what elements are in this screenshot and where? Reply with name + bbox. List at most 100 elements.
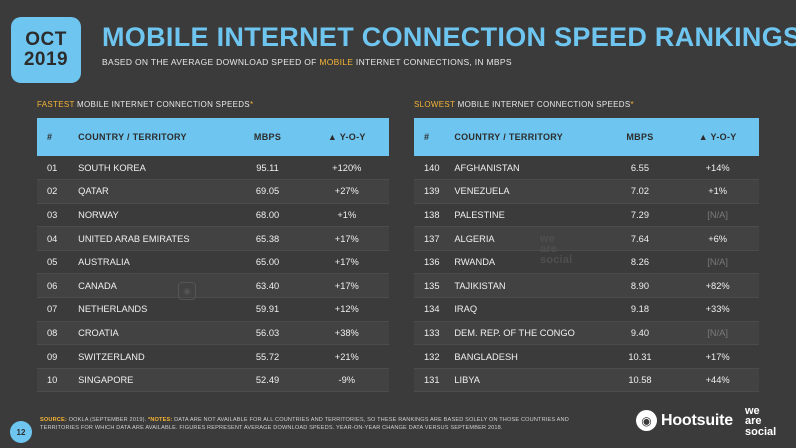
table-row: 131 LIBYA 10.58 +44% — [414, 368, 759, 393]
table-row: 04 UNITED ARAB EMIRATES 65.38 +17% — [37, 226, 389, 251]
rank-cell: 131 — [414, 368, 453, 393]
we-are-social-logo: we are social — [745, 405, 777, 438]
table-row: 132 BANGLADESH 10.31 +17% — [414, 344, 759, 369]
yoy-cell: +17% — [304, 273, 389, 299]
rank-cell: 135 — [414, 273, 453, 299]
watermark-line: are — [540, 243, 558, 256]
slowest-table-body: 140 AFGHANISTAN 6.55 +14% 139 VENEZUELA 7.02 +1… — [414, 156, 759, 393]
yoy-cell: +44% — [676, 368, 759, 393]
country-cell: BANGLADESH — [452, 344, 604, 369]
country-cell: SINGAPORE — [76, 368, 231, 393]
yoy-cell: +82% — [676, 273, 759, 299]
slowest-label-accent: SLOWEST — [414, 100, 456, 109]
table-row: 10 SINGAPORE 52.49 -9% — [37, 368, 389, 393]
column-header-country: COUNTRY / TERRITORY — [76, 118, 231, 156]
yoy-cell: +6% — [676, 226, 759, 251]
country-cell: IRAQ — [452, 297, 604, 322]
yoy-cell: +17% — [304, 250, 389, 275]
mbps-cell: 7.29 — [603, 203, 677, 228]
rank-cell: 139 — [414, 179, 453, 204]
rank-cell: 136 — [414, 250, 453, 275]
table-row: 140 AFGHANISTAN 6.55 +14% — [414, 156, 759, 181]
table-row: 137 ALGERIA 7.64 +6% — [414, 226, 759, 251]
mbps-cell: 10.31 — [603, 344, 677, 369]
yoy-cell: +27% — [304, 179, 389, 204]
column-header-mbps: MBPS — [230, 118, 305, 156]
yoy-cell: +33% — [676, 297, 759, 322]
fastest-header-row: # COUNTRY / TERRITORY MBPS ▲ Y-O-Y — [37, 118, 389, 156]
mbps-cell: 10.58 — [603, 368, 677, 393]
column-header-rank: # — [414, 118, 453, 156]
mbps-cell: 7.64 — [603, 226, 677, 251]
country-cell: NETHERLANDS — [76, 297, 231, 322]
rank-cell: 02 — [37, 179, 77, 204]
column-header-country: COUNTRY / TERRITORY — [452, 118, 604, 156]
owl-icon: ◉ — [636, 410, 657, 431]
fastest-table-body: 01 SOUTH KOREA 95.11 +120% 02 QATAR 69.05 +27% 0… — [37, 156, 389, 393]
yoy-cell: +120% — [304, 156, 389, 181]
rank-cell: 133 — [414, 321, 453, 346]
mbps-cell: 56.03 — [230, 321, 305, 346]
mbps-cell: 7.02 — [603, 179, 677, 204]
page-title: MOBILE INTERNET CONNECTION SPEED RANKING… — [102, 22, 796, 52]
mbps-cell: 52.49 — [230, 368, 305, 393]
notes-label: *NOTES: — [148, 417, 173, 423]
table-row: 139 VENEZUELA 7.02 +1% — [414, 179, 759, 204]
subtitle-post: INTERNET CONNECTIONS, IN MBPS — [353, 57, 512, 67]
table-row: 138 PALESTINE 7.29 [N/A] — [414, 203, 759, 228]
table-row: 135 TAJIKISTAN 8.90 +82% — [414, 273, 759, 299]
country-cell: VENEZUELA — [452, 179, 604, 204]
slowest-label-rest: MOBILE INTERNET CONNECTION SPEEDS — [455, 100, 631, 109]
hootsuite-wordmark: Hootsuite — [661, 411, 733, 429]
fastest-section-label: FASTEST MOBILE INTERNET CONNECTION SPEED… — [37, 100, 253, 109]
mbps-cell: 59.91 — [230, 297, 305, 322]
yoy-cell: +12% — [304, 297, 389, 322]
table-row: 136 RWANDA 8.26 [N/A] — [414, 250, 759, 275]
mbps-cell: 9.18 — [603, 297, 677, 322]
subtitle-highlight: MOBILE — [319, 57, 354, 67]
country-cell: SOUTH KOREA — [76, 156, 231, 181]
rank-cell: 138 — [414, 203, 453, 228]
country-cell: RWANDA — [452, 250, 604, 275]
logo-line: social — [745, 425, 777, 438]
mbps-cell: 6.55 — [603, 156, 677, 181]
slowest-label-star: * — [630, 100, 634, 109]
mbps-cell: 65.00 — [230, 250, 305, 275]
country-cell: SWITZERLAND — [76, 344, 231, 369]
column-header-yoy: ▲ Y-O-Y — [304, 118, 389, 156]
hootsuite-logo: ◉ Hootsuite — [636, 410, 733, 431]
country-cell: PALESTINE — [452, 203, 604, 228]
yoy-cell: [N/A] — [676, 250, 759, 275]
slowest-table: # COUNTRY / TERRITORY MBPS ▲ Y-O-Y 140 AF… — [414, 118, 759, 393]
rank-cell: 137 — [414, 226, 453, 251]
page-subtitle: BASED ON THE AVERAGE DOWNLOAD SPEED OF M… — [102, 57, 512, 67]
rank-cell: 04 — [37, 226, 77, 251]
table-row: 03 NORWAY 68.00 +1% — [37, 203, 389, 228]
rank-cell: 06 — [37, 273, 77, 299]
rank-cell: 05 — [37, 250, 77, 275]
column-header-yoy: ▲ Y-O-Y — [676, 118, 759, 156]
yoy-cell: [N/A] — [676, 203, 759, 228]
yoy-cell: +1% — [676, 179, 759, 204]
table-row: 06 CANADA 63.40 +17% — [37, 273, 389, 299]
page-number: 12 — [10, 421, 32, 443]
slowest-section-label: SLOWEST MOBILE INTERNET CONNECTION SPEED… — [414, 100, 634, 109]
table-row: 07 NETHERLANDS 59.91 +12% — [37, 297, 389, 322]
country-cell: CANADA — [76, 273, 231, 299]
country-cell: DEM. REP. OF THE CONGO — [452, 321, 604, 346]
subtitle-pre: BASED ON THE AVERAGE DOWNLOAD SPEED OF — [102, 57, 320, 67]
slowest-header-row: # COUNTRY / TERRITORY MBPS ▲ Y-O-Y — [414, 118, 759, 156]
watermark-line: social — [540, 253, 573, 266]
date-month: OCT — [25, 29, 67, 51]
rank-cell: 09 — [37, 344, 77, 369]
fastest-label-rest: MOBILE INTERNET CONNECTION SPEEDS — [74, 100, 250, 109]
fastest-label-accent: FASTEST — [37, 100, 75, 109]
yoy-cell: +38% — [304, 321, 389, 346]
mbps-cell: 69.05 — [230, 179, 305, 204]
rank-cell: 132 — [414, 344, 453, 369]
table-row: 133 DEM. REP. OF THE CONGO 9.40 [N/A] — [414, 321, 759, 346]
watermark-line: we — [540, 233, 556, 245]
country-cell: CROATIA — [76, 321, 231, 346]
yoy-cell: +17% — [304, 226, 389, 251]
source-text: OOKLA (SEPTEMBER 2019). — [66, 417, 149, 423]
